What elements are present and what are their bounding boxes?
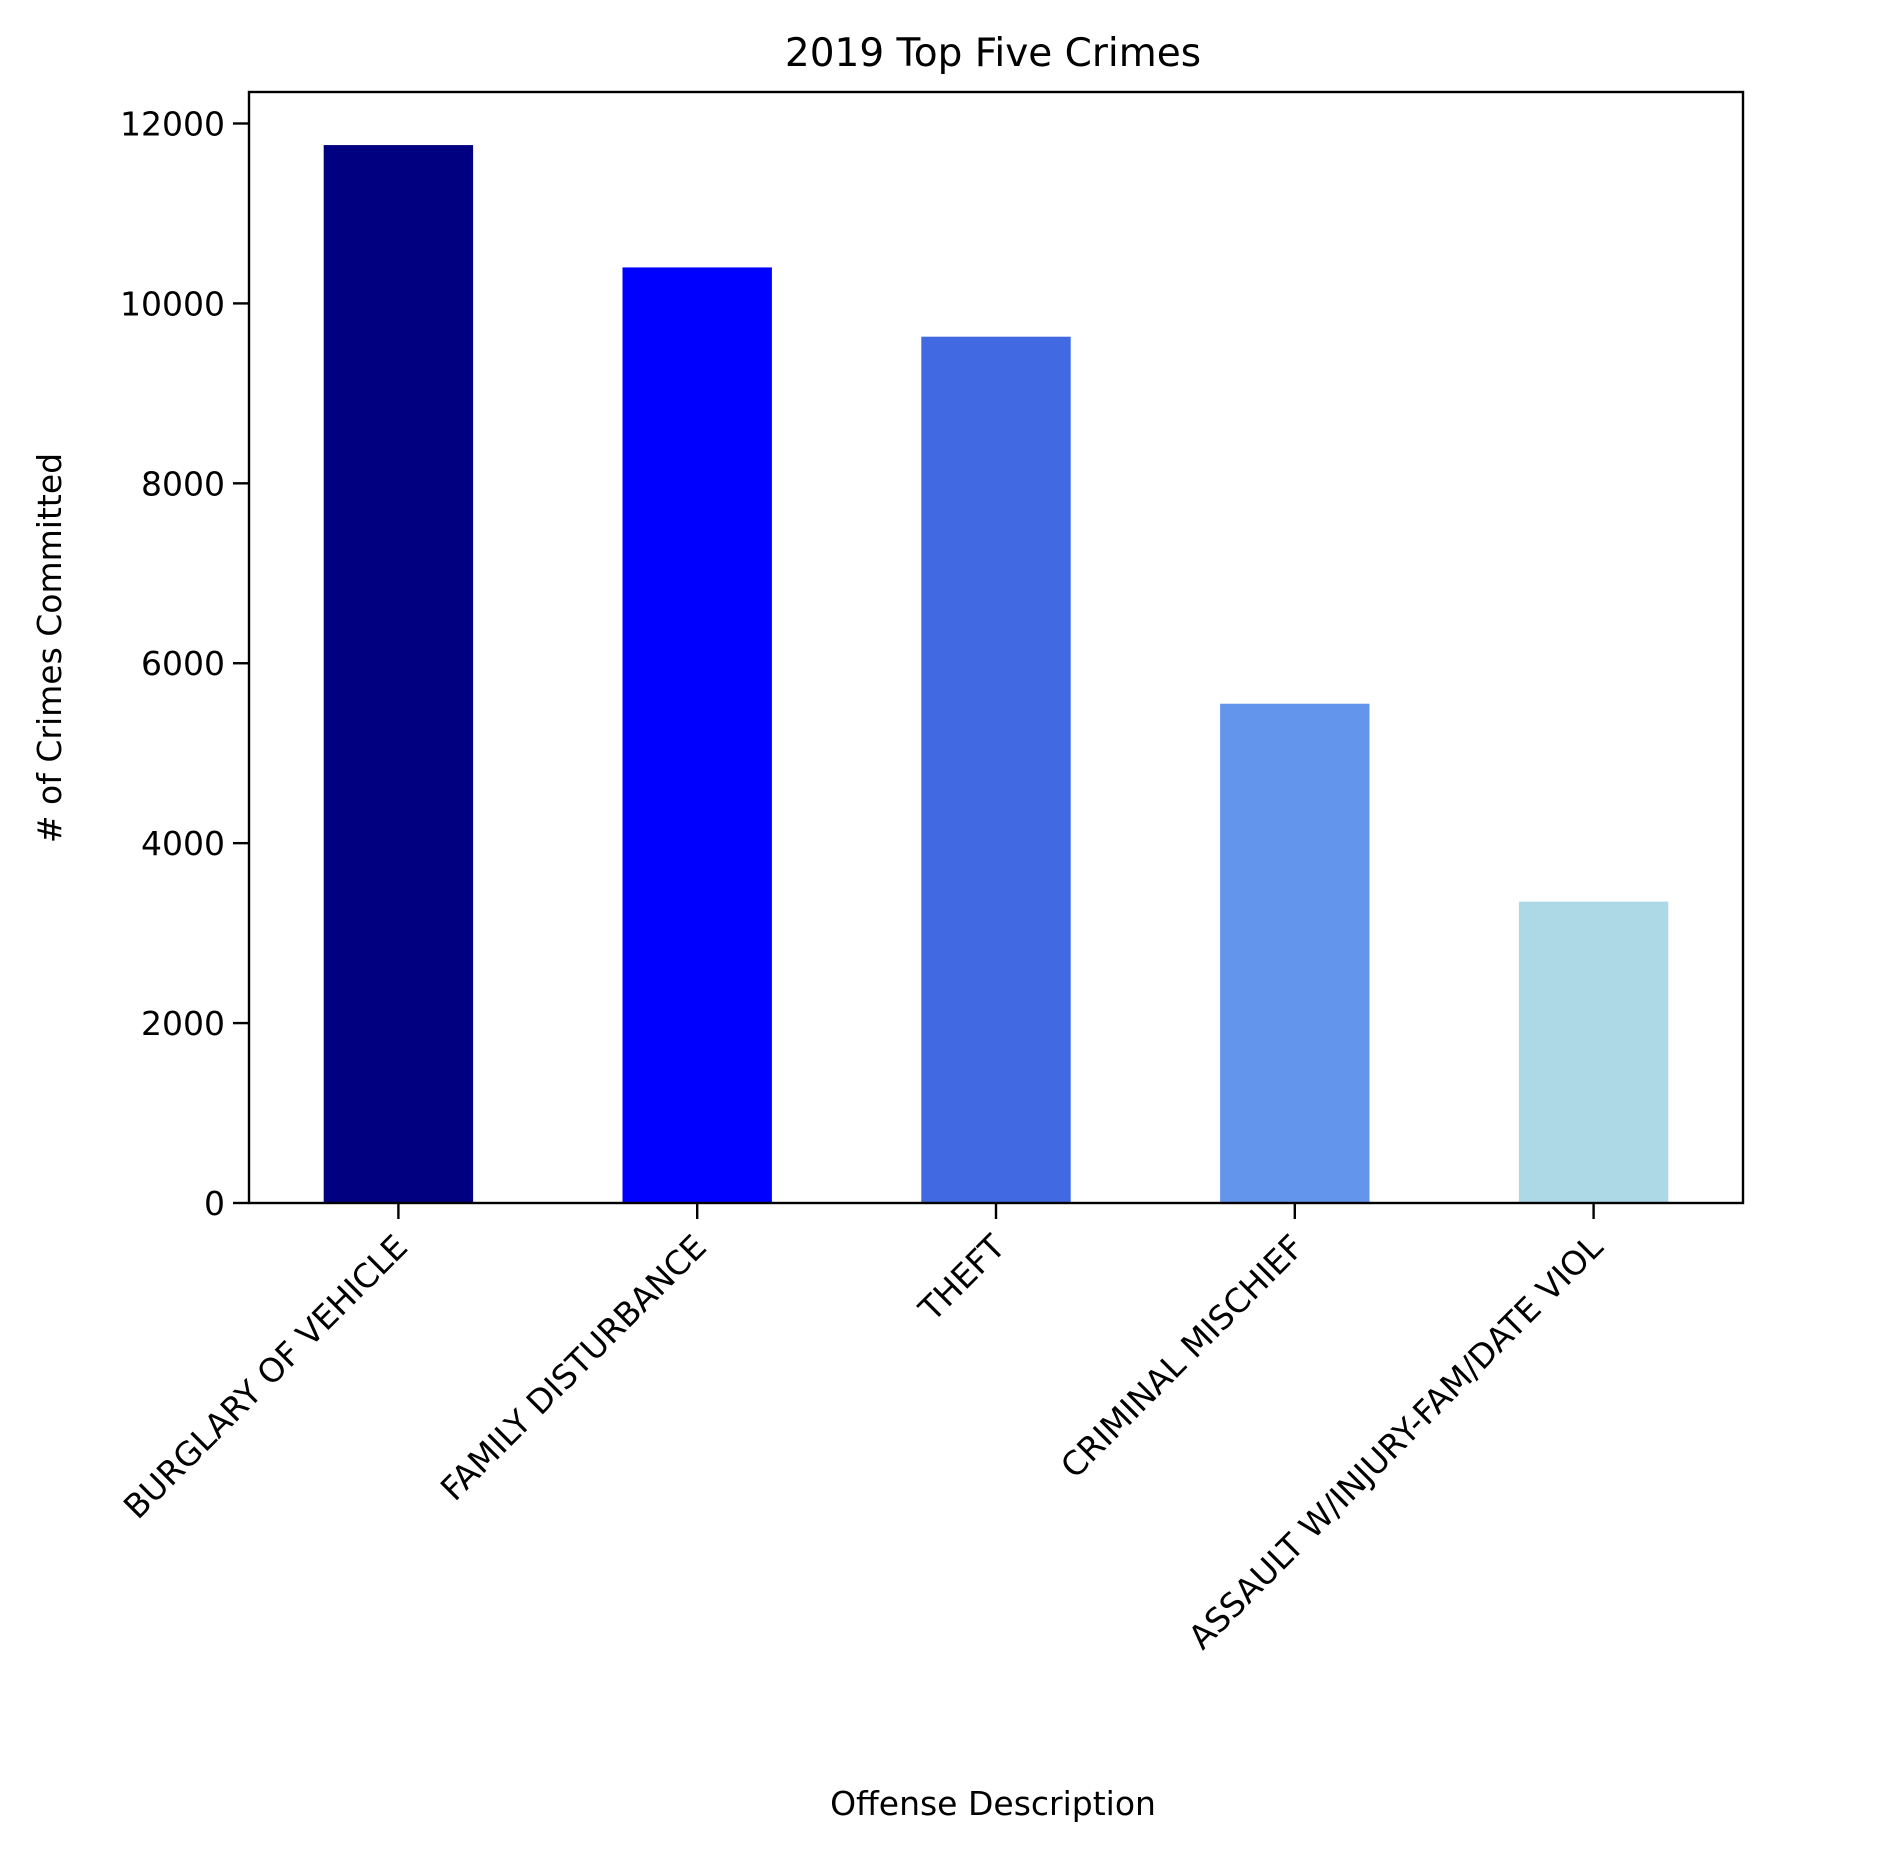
chart-title: 2019 Top Five Crimes: [785, 31, 1201, 76]
bar-1: [323, 145, 474, 1203]
x-tick-label-1: BURGLARY OF VEHICLE: [116, 1227, 415, 1526]
x-axis: BURGLARY OF VEHICLE FAMILY DISTURBANCE THE…: [116, 1203, 1611, 1657]
y-axis: 0 2000 4000 6000 8000 10000 12000: [120, 104, 249, 1223]
bar-5: [1518, 901, 1669, 1203]
y-tick-label-6: 12000: [120, 104, 225, 143]
y-axis-label: # of Crimes Committed: [30, 453, 69, 843]
bar-2: [622, 267, 772, 1204]
bar-3: [921, 336, 1071, 1203]
x-tick-label-4: CRIMINAL MISCHIEF: [1053, 1227, 1312, 1486]
x-axis-label: Offense Description: [830, 1784, 1156, 1823]
plot-frame: [247, 90, 1745, 1205]
y-tick-label-0: 0: [204, 1184, 225, 1223]
bars-group: [323, 145, 1669, 1204]
y-tick-label-5: 10000: [120, 284, 225, 323]
y-tick-label-2: 4000: [141, 824, 225, 863]
bar-4: [1220, 703, 1370, 1203]
y-tick-label-3: 6000: [141, 644, 225, 683]
x-tick-label-3: THEFT: [911, 1226, 1014, 1329]
y-tick-label-1: 2000: [141, 1004, 225, 1043]
y-tick-label-4: 8000: [141, 464, 225, 503]
x-tick-label-2: FAMILY DISTURBANCE: [433, 1227, 714, 1508]
